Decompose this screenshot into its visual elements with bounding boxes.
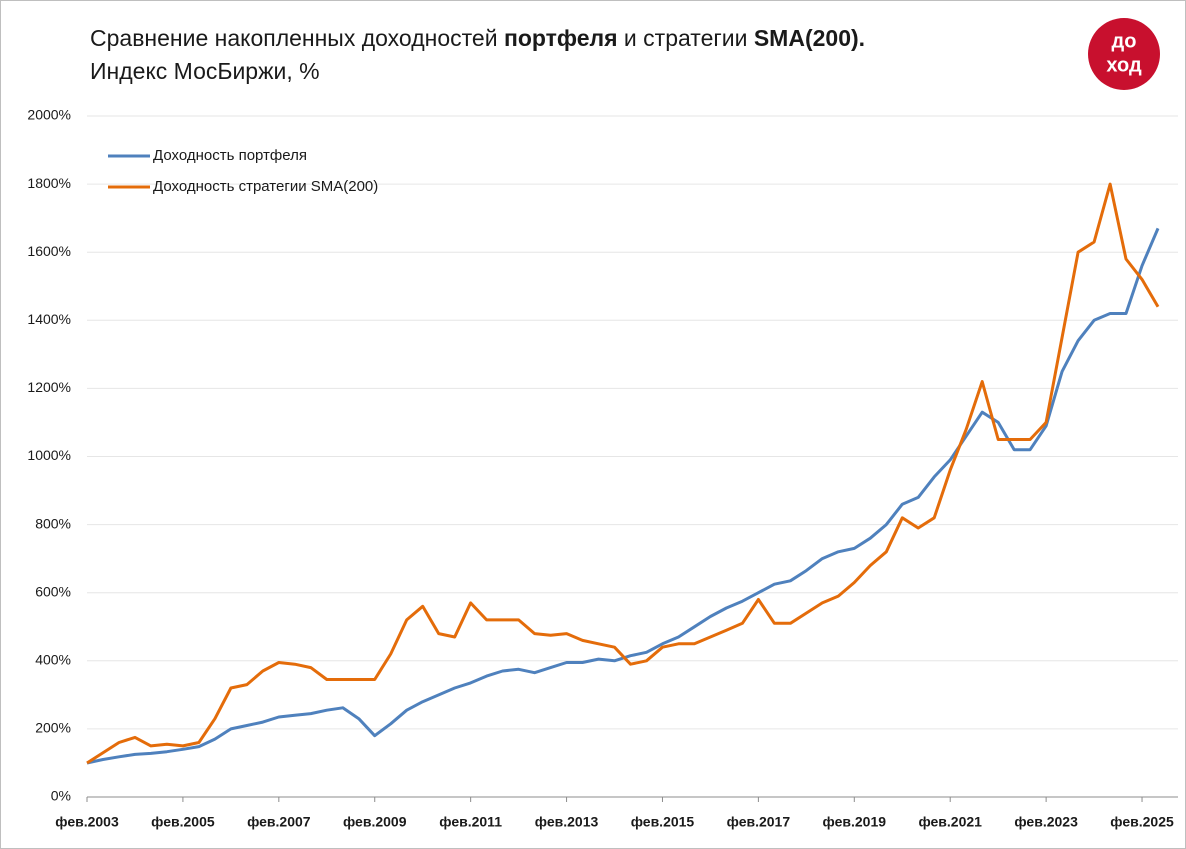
y-tick-label: 400% <box>35 652 71 668</box>
y-tick-label: 1800% <box>27 175 71 191</box>
title-part: и стратегии <box>618 25 754 51</box>
x-tick-label: фев.2021 <box>918 814 982 830</box>
y-tick-label: 1000% <box>27 447 71 463</box>
y-tick-label: 1400% <box>27 311 71 327</box>
y-tick-label: 600% <box>35 583 71 599</box>
x-tick-label: фев.2025 <box>1110 814 1174 830</box>
chart-subtitle: Индекс МосБиржи, % <box>90 58 320 84</box>
series-line <box>86 182 1160 765</box>
legend-label: Доходность портфеля <box>153 147 307 164</box>
y-tick-label: 0% <box>51 788 71 804</box>
x-tick-label: фев.2017 <box>727 814 791 830</box>
chart-title: Сравнение накопленных доходностей портфе… <box>90 25 865 51</box>
x-tick-label: фев.2007 <box>247 814 311 830</box>
x-tick-label: фев.2005 <box>151 814 215 830</box>
x-tick-label: фев.2003 <box>55 814 119 830</box>
title-part: Сравнение накопленных доходностей <box>90 25 504 51</box>
x-tick-label: фев.2011 <box>439 814 502 830</box>
logo-text: до <box>1112 30 1137 52</box>
title-part: портфеля <box>504 25 618 51</box>
y-tick-label: 1200% <box>27 379 71 395</box>
x-tick-label: фев.2009 <box>343 814 407 830</box>
logo-circle <box>1088 18 1160 90</box>
x-tick-label: фев.2019 <box>823 814 887 830</box>
y-tick-label: 2000% <box>27 107 71 123</box>
series-line <box>86 227 1160 765</box>
x-tick-label: фев.2015 <box>631 814 695 830</box>
y-tick-label: 200% <box>35 720 71 736</box>
logo: до ход <box>1088 18 1160 90</box>
y-tick-label: 800% <box>35 515 71 531</box>
x-tick-label: фев.2023 <box>1014 814 1078 830</box>
y-tick-label: 1600% <box>27 243 71 259</box>
legend-label: Доходность стратегии SMA(200) <box>153 178 378 195</box>
logo-text: ход <box>1106 54 1142 76</box>
x-tick-label: фев.2013 <box>535 814 599 830</box>
title-part: SMA(200). <box>754 25 865 51</box>
